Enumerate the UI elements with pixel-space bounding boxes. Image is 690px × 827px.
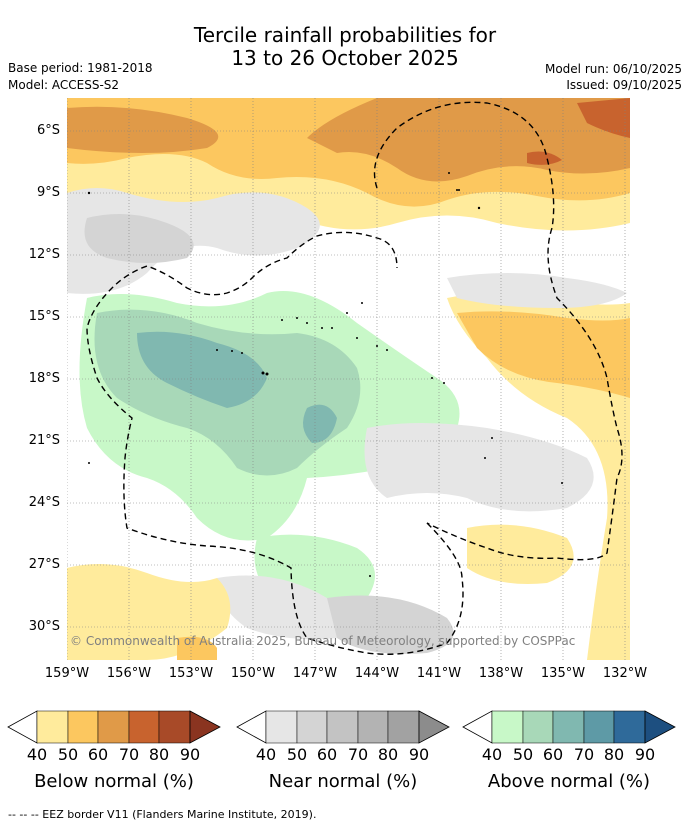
lat-label: 6°S — [36, 123, 60, 138]
below-normal-region-east-50 — [457, 311, 630, 398]
lon-label: 150°W — [230, 666, 276, 681]
lon-label: 147°W — [292, 666, 338, 681]
title-line-1: Tercile rainfall probabilities for — [193, 23, 497, 47]
lon-label: 156°W — [106, 666, 152, 681]
colorbar-title-above: Above normal (%) — [487, 771, 651, 792]
model-name: Model: ACCESS-S2 — [8, 78, 120, 92]
cbar-near-label: 50 — [286, 745, 308, 764]
lat-label: 27°S — [28, 557, 60, 572]
grid-lines — [66, 98, 630, 660]
lat-label: 30°S — [28, 619, 60, 634]
cbar-near-label: 80 — [377, 745, 399, 764]
near-normal-region-west-50 — [84, 214, 194, 263]
lon-label: 153°W — [168, 666, 214, 681]
cbar-below-label: 80 — [148, 745, 170, 764]
above-normal-region-center-60 — [137, 331, 267, 408]
colorbar-below-normal — [7, 710, 221, 744]
cbar-above-label: 80 — [603, 745, 625, 764]
below-normal-region-north-70b — [527, 151, 562, 165]
probability-map — [66, 98, 630, 660]
colorbar-near-normal — [236, 710, 450, 744]
below-normal-region-north-60b — [67, 106, 219, 153]
colorbar-above-normal — [462, 710, 676, 744]
cbar-below-label: 40 — [26, 745, 48, 764]
model-run: Model run: 06/10/2025 — [544, 62, 682, 76]
cbar-near-label: 70 — [347, 745, 369, 764]
base-period: Base period: 1981-2018 — [8, 61, 153, 75]
near-normal-region-south-c — [327, 595, 454, 654]
eez-border-kiribati — [373, 101, 623, 561]
below-normal-region-north-70 — [577, 98, 630, 138]
lat-label: 18°S — [28, 371, 60, 386]
cbar-above-label: 40 — [481, 745, 503, 764]
map-title: Tercile rainfall probabilities for 13 to… — [0, 24, 690, 70]
islands — [87, 172, 563, 577]
colorbar-title-near: Near normal (%) — [268, 771, 418, 792]
cbar-above-label: 90 — [634, 745, 656, 764]
cbar-below-label: 70 — [118, 745, 140, 764]
lat-label: 12°S — [28, 247, 60, 262]
lat-label: 15°S — [28, 309, 60, 324]
cbar-below-label: 50 — [57, 745, 79, 764]
colorbar-legends — [7, 710, 676, 744]
lon-label: 144°W — [354, 666, 400, 681]
colorbar-title-below: Below normal (%) — [34, 771, 194, 792]
issued-date: Issued: 09/10/2025 — [566, 78, 682, 92]
lon-label: 138°W — [478, 666, 524, 681]
cbar-below-label: 60 — [87, 745, 109, 764]
copyright-credit: © Commonwealth of Australia 2025, Bureau… — [70, 634, 576, 648]
above-normal-region-center-60b — [303, 404, 337, 443]
near-normal-region-east — [447, 273, 627, 308]
lon-label: 135°W — [540, 666, 586, 681]
near-normal-region-south — [364, 423, 594, 512]
eez-legend: -- -- -- EEZ border V11 (Flanders Marine… — [8, 808, 317, 821]
near-normal-region-west — [67, 188, 320, 294]
below-normal-region-south-b — [467, 524, 574, 584]
lat-label: 9°S — [36, 185, 60, 200]
lon-label: 159°W — [44, 666, 90, 681]
lat-label: 21°S — [28, 433, 60, 448]
map-canvas — [66, 98, 630, 660]
below-normal-region-south — [67, 564, 231, 660]
eez-border-cook-islands — [86, 231, 464, 655]
cbar-near-label: 40 — [255, 745, 277, 764]
lon-label: 141°W — [416, 666, 462, 681]
cbar-above-label: 70 — [573, 745, 595, 764]
lon-label: 132°W — [602, 666, 648, 681]
cbar-above-label: 50 — [512, 745, 534, 764]
below-normal-region-south-50 — [177, 636, 217, 660]
cbar-above-label: 60 — [542, 745, 564, 764]
lat-label: 24°S — [28, 495, 60, 510]
cbar-near-label: 60 — [316, 745, 338, 764]
cbar-below-label: 90 — [179, 745, 201, 764]
near-normal-region-south-b — [217, 575, 350, 640]
title-line-2: 13 to 26 October 2025 — [231, 46, 459, 70]
cbar-near-label: 90 — [408, 745, 430, 764]
